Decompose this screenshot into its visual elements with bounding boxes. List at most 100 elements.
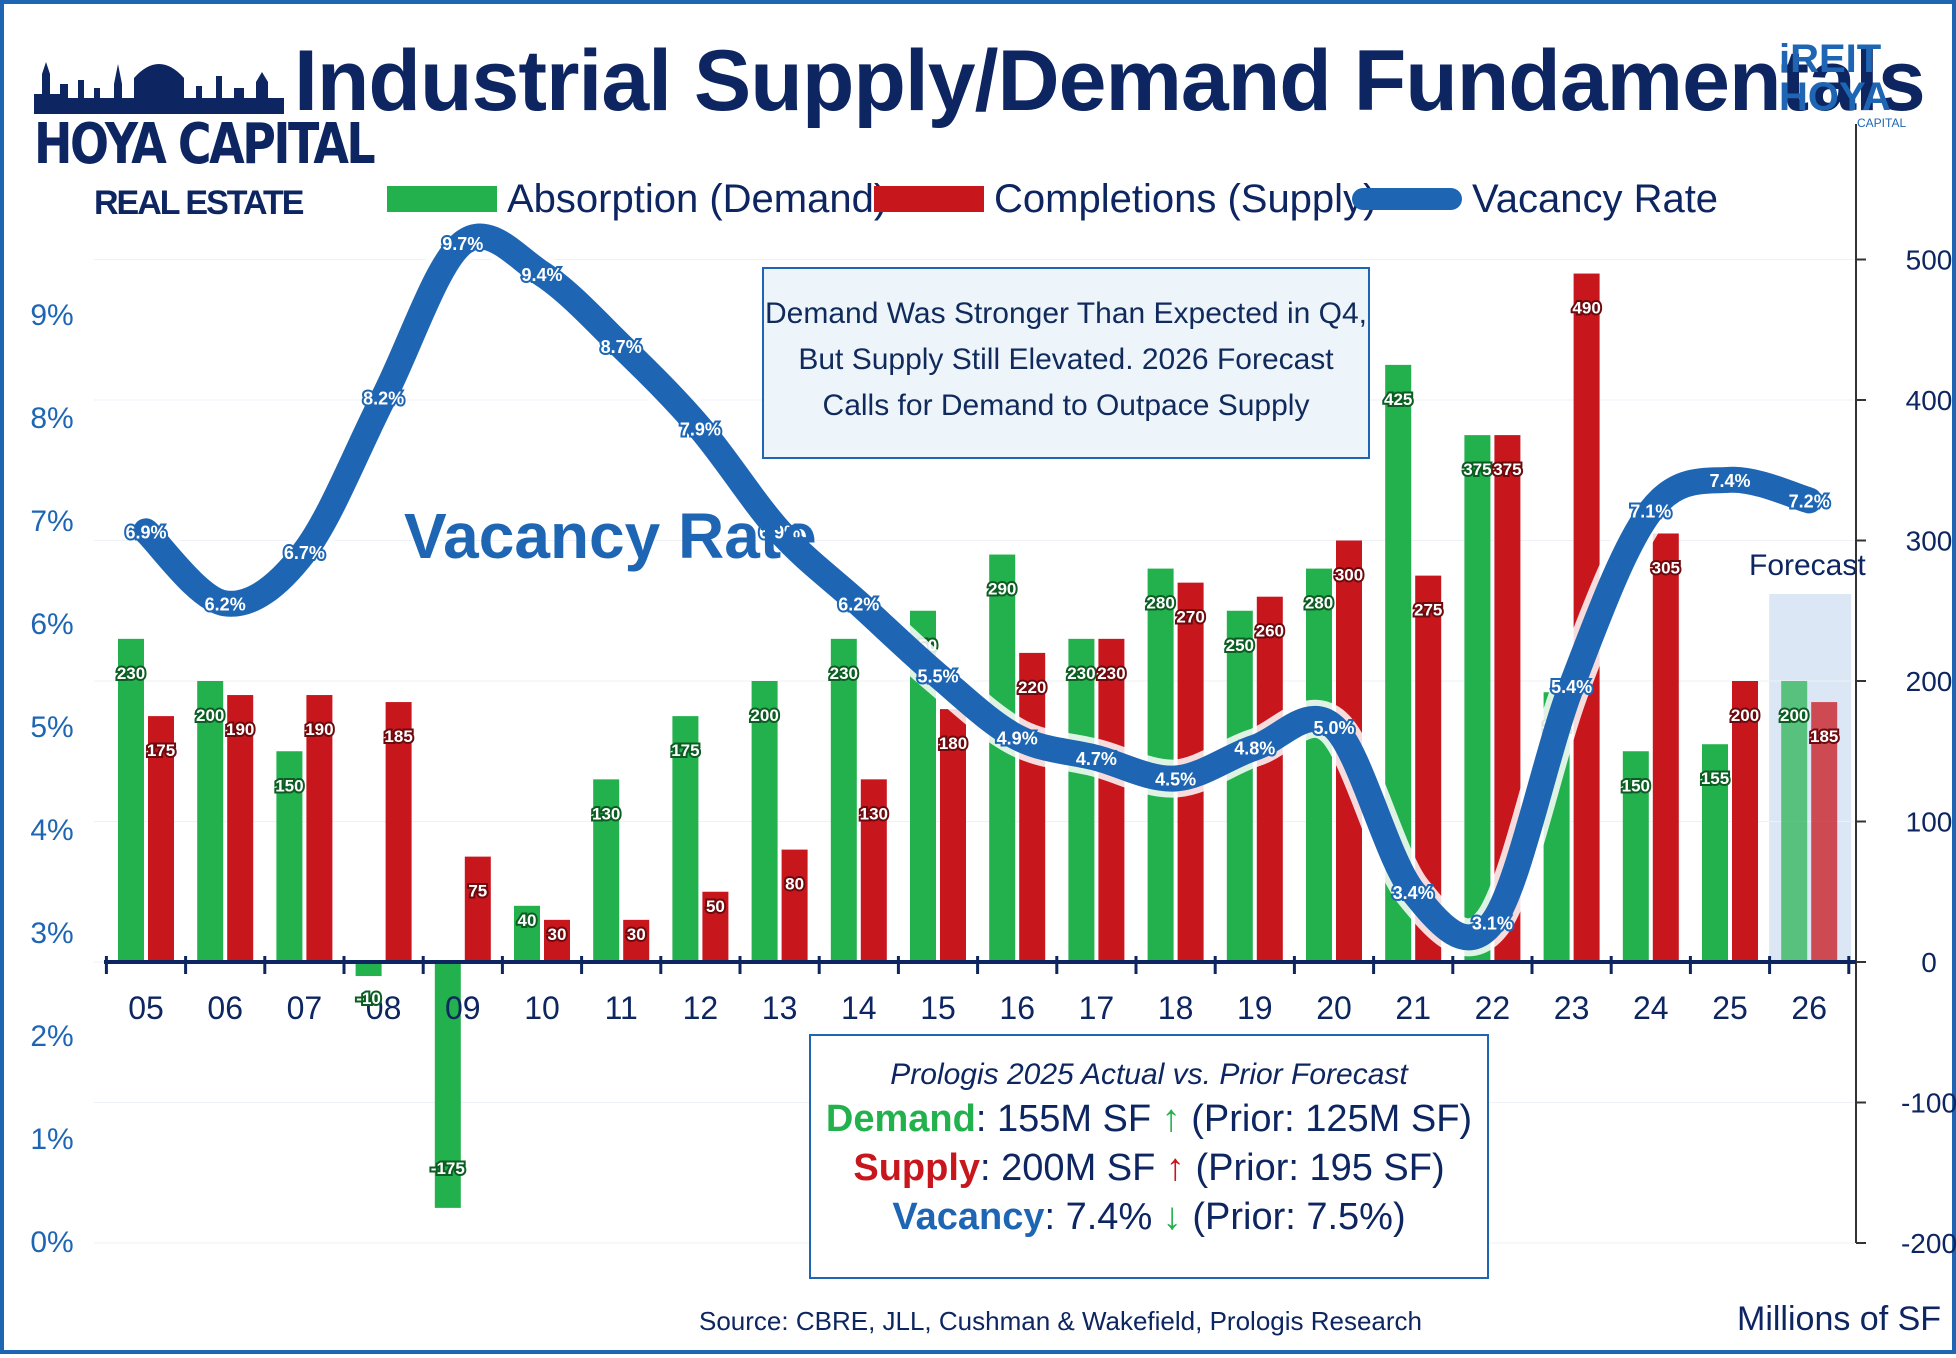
supply-bar-label: 200 bbox=[1731, 706, 1759, 725]
right-axis-tick-label: 200 bbox=[1906, 666, 1953, 697]
logo-right-line2: HOYA bbox=[1779, 75, 1891, 119]
x-axis-tick-label: 15 bbox=[920, 990, 956, 1026]
x-axis-tick-label: 16 bbox=[999, 990, 1035, 1026]
units-label: Millions of SF bbox=[1737, 1300, 1942, 1338]
vacancy-point-label: 4.5% bbox=[1155, 770, 1196, 790]
annotation-line-1: Demand Was Stronger Than Expected in Q4, bbox=[765, 297, 1367, 330]
supply-bar-label: 190 bbox=[226, 720, 254, 739]
supply-bar bbox=[227, 695, 254, 962]
x-axis-tick-label: 12 bbox=[683, 990, 719, 1026]
demand-bar-label: -175 bbox=[431, 1159, 465, 1178]
demand-bar-label: 150 bbox=[1622, 776, 1650, 795]
demand-bar bbox=[1464, 435, 1491, 962]
left-axis-tick-label: 5% bbox=[30, 711, 73, 744]
prologis-demand-row: Demand: 155M SF ↑ (Prior: 125M SF) bbox=[811, 1098, 1487, 1141]
vacancy-point-label: 9.4% bbox=[521, 265, 562, 285]
x-axis-tick-label: 08 bbox=[366, 990, 402, 1026]
supply-bar bbox=[1098, 638, 1125, 962]
demand-swatch-icon bbox=[387, 186, 497, 212]
x-axis-tick-label: 13 bbox=[762, 990, 798, 1026]
demand-bar bbox=[434, 962, 461, 1208]
supply-prior: (Prior: 195 SF) bbox=[1195, 1147, 1445, 1189]
logo-subtitle: REAL ESTATE bbox=[94, 184, 304, 222]
demand-bar bbox=[751, 681, 778, 962]
x-axis-tick-label: 23 bbox=[1554, 990, 1590, 1026]
x-axis-tick-label: 05 bbox=[128, 990, 164, 1026]
demand-bar-label: 200 bbox=[1780, 706, 1808, 725]
vacancy-prior: (Prior: 7.5%) bbox=[1192, 1196, 1406, 1238]
annotation-line-2: But Supply Still Elevated. 2026 Forecast bbox=[798, 343, 1334, 376]
left-axis-tick-label: 4% bbox=[30, 814, 73, 847]
x-axis-tick-label: 06 bbox=[207, 990, 243, 1026]
vacancy-rate-label: Vacancy Rate bbox=[404, 500, 817, 572]
legend-vacancy: Vacancy Rate bbox=[1352, 174, 1718, 224]
supply-bar bbox=[781, 849, 808, 962]
right-axis-tick-label: 300 bbox=[1906, 526, 1953, 557]
prologis-heading: Prologis 2025 Actual vs. Prior Forecast bbox=[890, 1058, 1408, 1091]
vacancy-point-label: 6.9% bbox=[759, 522, 800, 542]
supply-bar-label: 305 bbox=[1652, 558, 1680, 577]
supply-bar-label: 50 bbox=[706, 897, 725, 916]
x-axis-tick-label: 18 bbox=[1158, 990, 1194, 1026]
demand-bar bbox=[1226, 610, 1253, 962]
demand-bar bbox=[593, 779, 620, 962]
demand-bar-label: -10 bbox=[356, 989, 381, 1008]
ireit-hoya-logo: iREIT HOYA CAPITAL bbox=[1779, 37, 1929, 130]
vacancy-point-label: 3.4% bbox=[1393, 883, 1434, 903]
vacancy-point-label: 5.5% bbox=[917, 667, 958, 687]
x-axis-tick-label: 17 bbox=[1079, 990, 1115, 1026]
chart-title: Industrial Supply/Demand Fundamentals bbox=[294, 33, 1926, 129]
supply-bar bbox=[1732, 681, 1758, 962]
prologis-box: Prologis 2025 Actual vs. Prior Forecast … bbox=[809, 1034, 1489, 1279]
vacancy-point-label: 8.7% bbox=[601, 337, 642, 357]
arrow-up-icon: ↑ bbox=[1165, 1147, 1185, 1189]
demand-bar-label: 280 bbox=[1305, 594, 1333, 613]
vacancy-point-label: 9.7% bbox=[442, 234, 483, 254]
source-note: Source: CBRE, JLL, Cushman & Wakefield, … bbox=[699, 1306, 1423, 1336]
legend-demand: Absorption (Demand) bbox=[387, 174, 887, 224]
demand-bar-label: 175 bbox=[671, 741, 699, 760]
vacancy-point-label: 6.7% bbox=[284, 543, 325, 563]
left-axis-tick-label: 6% bbox=[30, 608, 73, 641]
supply-bar-label: 300 bbox=[1335, 566, 1363, 585]
supply-bar bbox=[1019, 652, 1046, 962]
demand-key: Demand bbox=[825, 1098, 976, 1140]
skyline-icon bbox=[34, 62, 284, 114]
vacancy-point-label: 7.4% bbox=[1709, 471, 1750, 491]
supply-bar-label: 190 bbox=[305, 720, 333, 739]
supply-bar-label: 80 bbox=[785, 875, 804, 894]
right-axis-tick-label: 500 bbox=[1906, 245, 1953, 276]
legend-vacancy-label: Vacancy Rate bbox=[1472, 176, 1719, 221]
supply-bar bbox=[1811, 702, 1838, 962]
logo-right-line1: iREIT bbox=[1779, 37, 1882, 81]
x-axis-tick-label: 09 bbox=[445, 990, 481, 1026]
annotation-box: Demand Was Stronger Than Expected in Q4,… bbox=[762, 267, 1370, 459]
demand-value: : 155M SF bbox=[975, 1098, 1152, 1140]
vacancy-swatch-icon bbox=[1352, 188, 1462, 210]
vacancy-key: Vacancy bbox=[892, 1196, 1045, 1238]
supply-bar bbox=[1652, 533, 1679, 962]
demand-bar-label: 40 bbox=[518, 911, 537, 930]
vacancy-point-label: 7.1% bbox=[1630, 502, 1671, 522]
vacancy-point-label: 6.2% bbox=[205, 594, 246, 614]
demand-bar-label: 155 bbox=[1701, 769, 1729, 788]
left-axis-tick-label: 3% bbox=[30, 917, 73, 950]
legend-demand-label: Absorption (Demand) bbox=[507, 176, 888, 221]
vacancy-value: : 7.4% bbox=[1044, 1196, 1153, 1238]
vacancy-point-label: 6.2% bbox=[838, 594, 879, 614]
demand-bar-label: 425 bbox=[1384, 390, 1412, 409]
demand-bar bbox=[672, 716, 699, 962]
supply-bar-label: 490 bbox=[1572, 299, 1600, 318]
x-axis-tick-label: 26 bbox=[1791, 990, 1827, 1026]
supply-bar-label: 30 bbox=[548, 925, 567, 944]
vacancy-line bbox=[133, 223, 1823, 951]
supply-bar bbox=[623, 919, 650, 962]
vacancy-point-label: 4.9% bbox=[997, 728, 1038, 748]
demand-bar-label: 375 bbox=[1463, 460, 1491, 479]
left-axis-tick-label: 8% bbox=[30, 402, 73, 435]
demand-bar-label: 250 bbox=[1226, 636, 1254, 655]
supply-bar-label: 230 bbox=[1097, 664, 1125, 683]
right-axis-tick-label: 0 bbox=[1921, 947, 1937, 978]
vacancy-point-label: 5.0% bbox=[1313, 718, 1354, 738]
demand-bar bbox=[830, 638, 857, 962]
